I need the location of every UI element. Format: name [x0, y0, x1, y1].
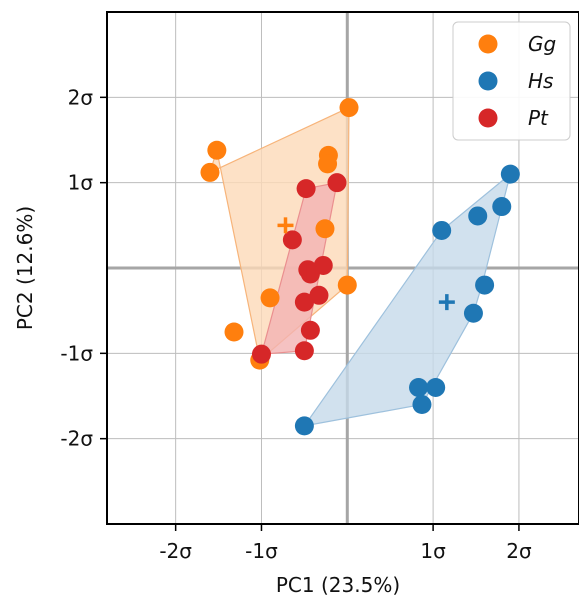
point-hs [426, 377, 446, 397]
point-hs [412, 395, 432, 415]
point-pt [296, 179, 316, 199]
legend: Gg Hs Pt [452, 21, 571, 141]
point-gg [315, 219, 335, 239]
centroid-gg [277, 217, 294, 234]
point-gg [207, 140, 227, 160]
y-axis-label: PC2 (12.6%) [13, 206, 37, 330]
point-gg [337, 275, 357, 295]
point-hs [492, 197, 512, 217]
x-tick-label: -1σ [245, 539, 278, 563]
centroid-markers [277, 217, 455, 311]
centroid-hs [438, 294, 455, 311]
legend-label-gg: Gg [528, 32, 556, 56]
point-pt [294, 341, 314, 361]
point-hs [432, 220, 452, 240]
point-gg [224, 322, 244, 342]
point-pt [327, 173, 347, 193]
point-hs [294, 416, 314, 436]
point-hs [409, 377, 429, 397]
axis-ticks: -2σ -1σ 1σ 2σ 2σ 1σ -1σ -2σ [60, 85, 532, 563]
point-pt [282, 230, 302, 250]
x-tick-label: 1σ [420, 539, 446, 563]
plot-frame [106, 11, 579, 525]
legend-marker-gg [478, 34, 498, 54]
point-gg [200, 162, 220, 182]
x-tick-label: -2σ [159, 539, 192, 563]
x-tick-label: 2σ [506, 539, 532, 563]
point-gg [260, 288, 280, 308]
point-pt [300, 320, 320, 340]
point-hs [463, 303, 483, 323]
y-tick-label: 1σ [68, 171, 94, 195]
data-points [200, 98, 520, 436]
point-hs [468, 206, 488, 226]
point-pt [251, 344, 271, 364]
legend-label-pt: Pt [528, 106, 549, 130]
point-gg [318, 154, 338, 174]
point-pt [294, 292, 314, 312]
point-hs [475, 275, 495, 295]
point-pt [309, 285, 329, 305]
legend-marker-hs [478, 71, 498, 91]
legend-label-hs: Hs [528, 69, 553, 93]
centroid-pt [299, 264, 316, 281]
legend-marker-pt [478, 108, 498, 128]
y-tick-label: 2σ [68, 85, 94, 109]
x-axis-label: PC1 (23.5%) [276, 573, 400, 597]
y-tick-label: -2σ [60, 427, 93, 451]
point-hs [500, 164, 520, 184]
point-gg [339, 98, 359, 118]
y-tick-label: -1σ [60, 341, 93, 365]
